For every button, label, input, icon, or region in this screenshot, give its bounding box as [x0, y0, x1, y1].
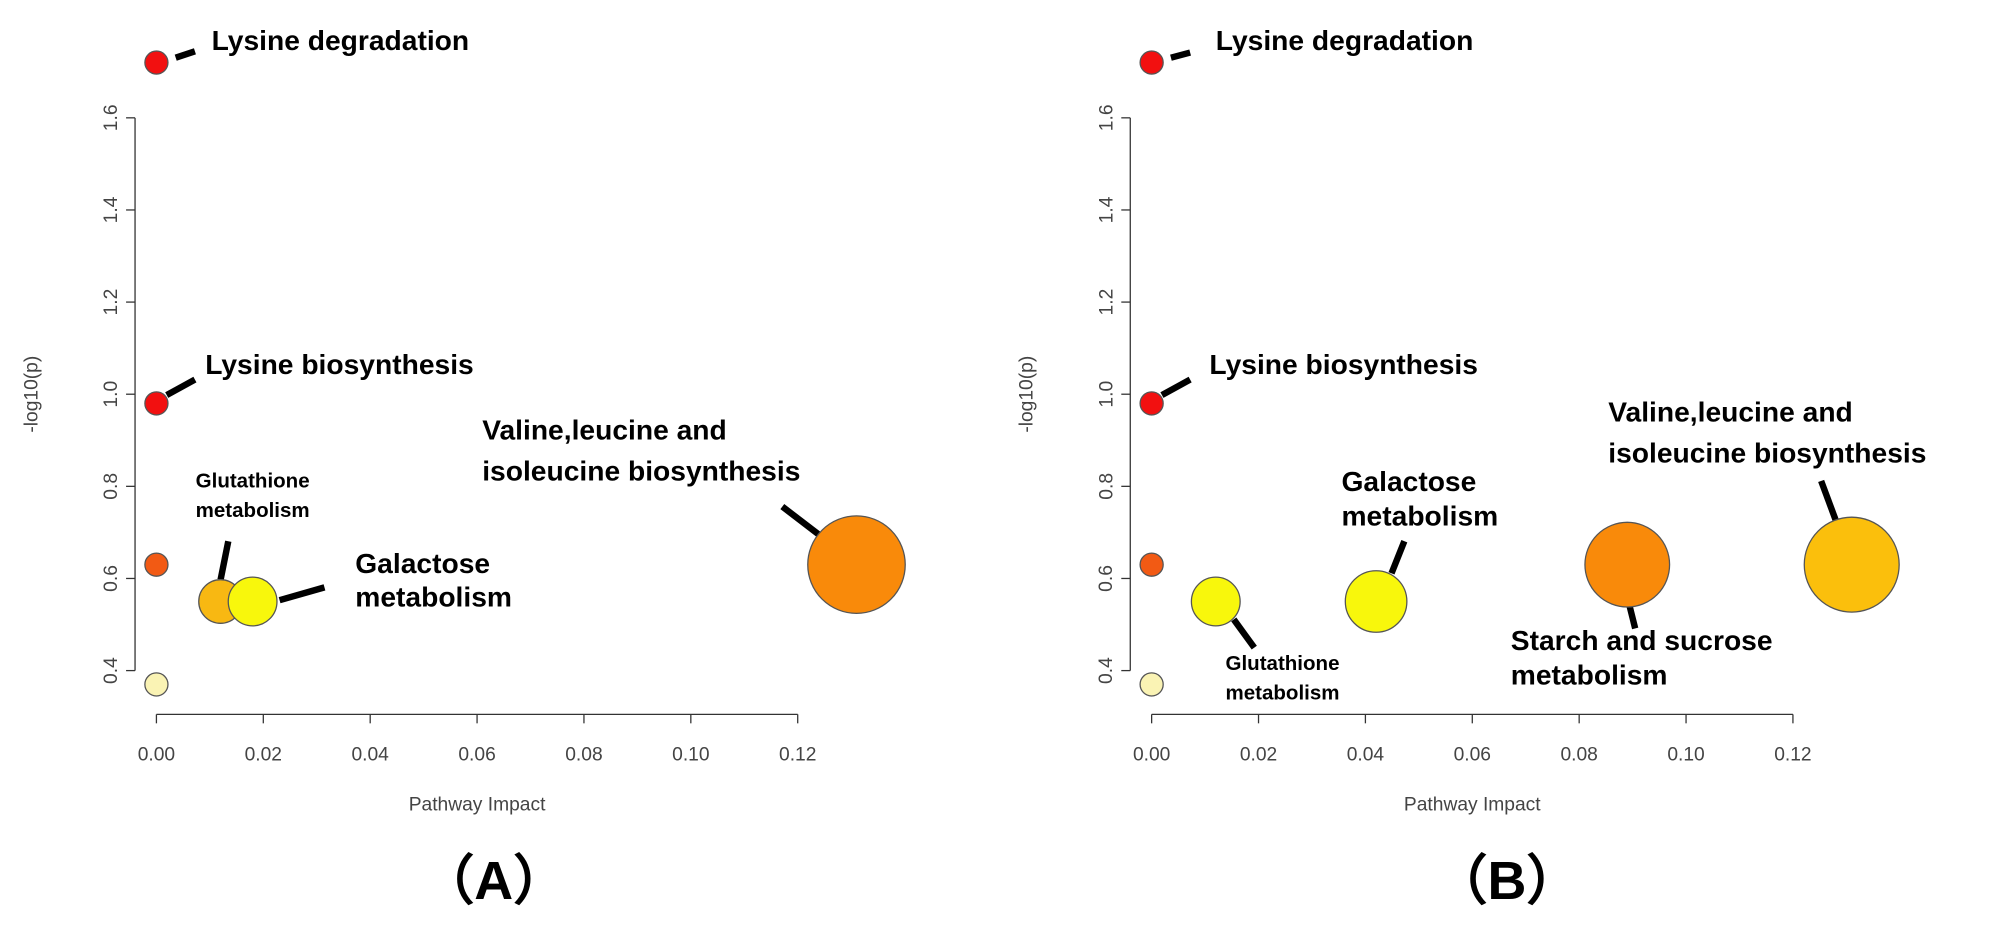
annotation-leader	[217, 540, 232, 581]
annotation-leader	[1388, 540, 1408, 575]
annotation: Valine,leucine and	[482, 414, 727, 446]
x-axis-title: Pathway Impact	[409, 794, 546, 815]
y-axis-title: -log10(p)	[22, 356, 43, 433]
y-tick-label: 1.2	[1096, 289, 1117, 316]
bubble	[227, 576, 278, 627]
y-tick-label: 1.2	[101, 289, 122, 316]
x-tick-label: 0.00	[1133, 744, 1170, 765]
annotation: Lysine degradation	[1216, 24, 1474, 56]
y-tick-label: 1.6	[101, 104, 122, 131]
bubble	[1139, 672, 1164, 697]
annotation: isoleucine biosynthesis	[482, 455, 800, 487]
annotation: Lysine biosynthesis	[1209, 348, 1478, 380]
x-tick-label: 0.02	[1240, 744, 1277, 765]
bubble	[1139, 552, 1164, 577]
y-tick-label: 1.6	[1096, 104, 1117, 131]
y-axis-title: -log10(p)	[1017, 356, 1038, 433]
bubble	[1139, 50, 1164, 75]
annotation: Valine,leucine and	[1608, 396, 1853, 428]
bubble	[144, 552, 169, 577]
annotation: Lysine biosynthesis	[205, 348, 474, 380]
annotation-leader	[1160, 376, 1192, 398]
y-tick-label: 0.6	[101, 565, 122, 592]
panel-label: （B）	[1434, 851, 1581, 911]
y-tick-label: 1.4	[101, 196, 122, 223]
bubble	[144, 391, 169, 416]
annotation: Glutathione	[1226, 652, 1340, 675]
y-tick-label: 1.0	[101, 381, 122, 408]
x-tick-label: 0.12	[779, 744, 816, 765]
bubble	[1344, 570, 1408, 633]
bubble	[1584, 521, 1671, 608]
y-tick-label: 0.8	[1096, 473, 1117, 500]
annotation-leader	[165, 376, 197, 398]
y-tick-label: 1.4	[1096, 196, 1117, 223]
figure-body: 0.4 0.6 0.8 1.0 1.2 1.4 1.6 0.00 0.02 0.04 0.06 0.0…	[22, 24, 1927, 911]
bubble	[144, 50, 169, 75]
bubble	[144, 672, 169, 697]
bubble	[1139, 391, 1164, 416]
x-tick-label: 0.06	[458, 744, 495, 765]
annotation-leader	[1818, 479, 1841, 527]
annotation: Glutathione	[196, 470, 310, 493]
x-tick-label: 0.02	[245, 744, 282, 765]
annotation: metabolism	[1341, 500, 1498, 532]
x-tick-label: 0.10	[1667, 744, 1704, 765]
y-tick-label: 0.6	[1096, 565, 1117, 592]
x-tick-label: 0.10	[672, 744, 709, 765]
y-tick-label: 0.4	[1096, 657, 1117, 684]
x-tick-label: 0.12	[1774, 744, 1811, 765]
x-tick-label: 0.04	[351, 744, 389, 765]
annotation-leader	[1231, 617, 1257, 650]
annotation: Galactose	[1341, 465, 1476, 497]
x-tick-label: 0.08	[565, 744, 602, 765]
annotation-leader	[278, 584, 326, 604]
y-tick-label: 0.4	[101, 657, 122, 684]
annotation-leader	[174, 48, 196, 61]
annotation-leader	[780, 504, 823, 539]
bubble	[1803, 516, 1900, 613]
x-tick-label: 0.04	[1347, 744, 1385, 765]
x-tick-label: 0.08	[1560, 744, 1597, 765]
annotation: Lysine degradation	[212, 24, 470, 56]
x-tick-label: 0.06	[1454, 744, 1491, 765]
annotation: metabolism	[1225, 681, 1339, 704]
annotation: isoleucine biosynthesis	[1608, 437, 1926, 469]
bubble	[1190, 576, 1241, 627]
y-tick-label: 1.0	[1096, 381, 1117, 408]
annotation: Galactose	[355, 547, 490, 579]
annotation: metabolism	[355, 580, 512, 612]
y-tick-label: 0.8	[101, 473, 122, 500]
annotation-leader	[1170, 49, 1191, 61]
annotation: metabolism	[1511, 659, 1668, 691]
x-tick-label: 0.00	[138, 744, 175, 765]
bubble	[807, 515, 906, 615]
panel-label: （A）	[420, 851, 567, 911]
annotation: metabolism	[196, 499, 310, 522]
annotation: Starch and sucrose	[1511, 624, 1773, 656]
x-axis-title: Pathway Impact	[1404, 794, 1541, 815]
